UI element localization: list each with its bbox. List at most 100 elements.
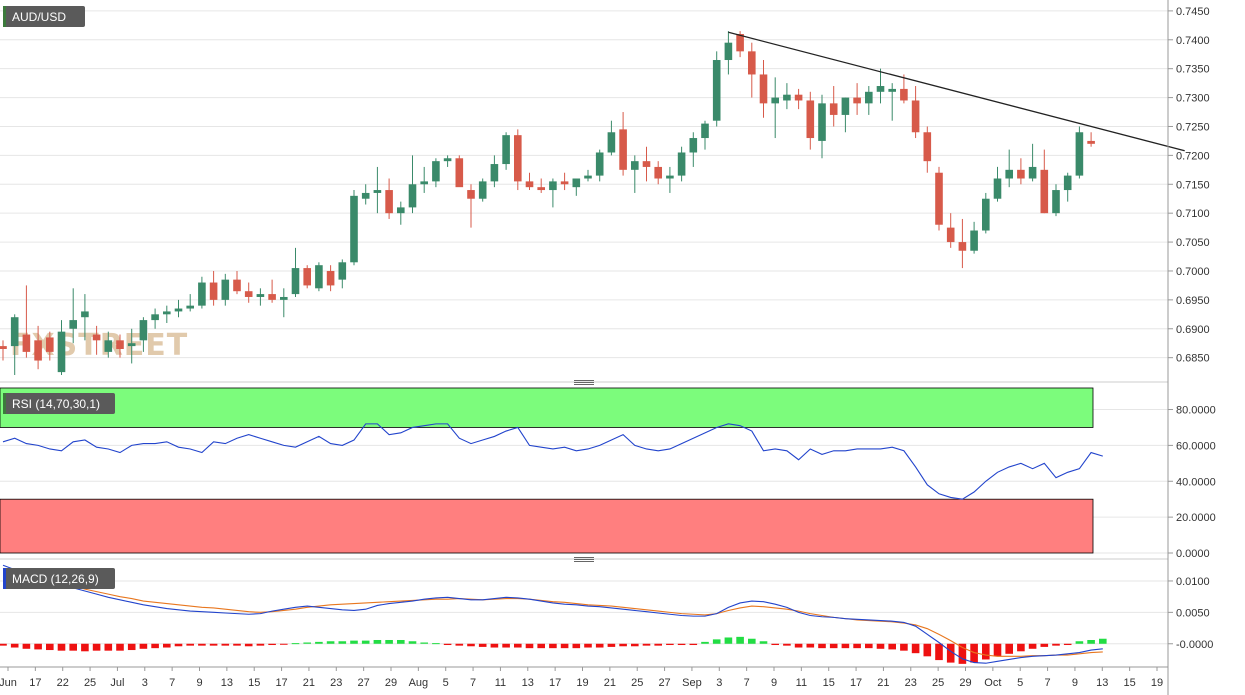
x-tick-label: 11 bbox=[495, 677, 506, 689]
macd-histogram-bar bbox=[139, 643, 148, 649]
price-tick-label: 0.7000 bbox=[1176, 266, 1210, 278]
pane-divider-2[interactable] bbox=[0, 557, 1168, 562]
macd-histogram-bar bbox=[221, 643, 230, 646]
price-tick-label: 0.7350 bbox=[1176, 64, 1210, 76]
candle-body bbox=[127, 343, 136, 347]
candle-body bbox=[701, 123, 709, 139]
x-tick-label: 15 bbox=[823, 677, 835, 689]
candle bbox=[268, 279, 276, 303]
macd-histogram-bar bbox=[619, 643, 627, 647]
candle bbox=[244, 282, 253, 303]
price-tick-label: 0.7100 bbox=[1176, 208, 1210, 220]
candle-body bbox=[1075, 132, 1084, 176]
candle-body bbox=[923, 132, 932, 162]
macd-histogram-bar bbox=[373, 639, 382, 644]
macd-histogram-bar bbox=[701, 641, 709, 644]
macd-histogram-bar bbox=[607, 643, 616, 647]
candle bbox=[595, 149, 604, 182]
candle bbox=[619, 112, 627, 176]
candle bbox=[151, 308, 159, 329]
candle bbox=[654, 161, 662, 185]
macd-histogram-bar bbox=[385, 639, 393, 644]
candle bbox=[911, 86, 920, 139]
rsi-title-badge: RSI (14,70,30,1) bbox=[3, 393, 115, 414]
candle-body bbox=[57, 331, 66, 373]
candle-body bbox=[151, 314, 159, 321]
rsi-overbought-zone bbox=[0, 387, 1094, 428]
macd-histogram-bar bbox=[81, 643, 89, 652]
x-axis: Jun 17 22 25 Jul 3 7 9 13 15 17 21 23 27 29 Aug 5 7 11 13 17… bbox=[0, 667, 1163, 689]
macd-histogram-bar bbox=[935, 643, 943, 661]
candle bbox=[385, 178, 393, 219]
candle-body bbox=[163, 311, 171, 315]
candle-body bbox=[1087, 140, 1095, 144]
x-tick-label: 17 bbox=[549, 677, 561, 689]
pane-divider-1[interactable] bbox=[0, 380, 1168, 385]
candle bbox=[946, 213, 955, 248]
macd-histogram-bar bbox=[315, 641, 323, 644]
candle-body bbox=[467, 190, 475, 199]
macd-histogram-bar bbox=[514, 643, 522, 648]
macd-histogram-bar bbox=[689, 643, 698, 646]
candle bbox=[455, 155, 464, 188]
candle bbox=[233, 270, 241, 295]
candle bbox=[759, 60, 768, 118]
candle bbox=[478, 178, 487, 202]
candle-body bbox=[572, 178, 581, 188]
candle-body bbox=[595, 152, 604, 176]
candle bbox=[139, 317, 148, 352]
macd-histogram-bar bbox=[724, 637, 733, 644]
candle bbox=[1087, 132, 1095, 147]
macd-histogram-bar bbox=[0, 643, 7, 646]
macd-histogram-bar bbox=[666, 643, 674, 646]
price-tick-label: 0.6950 bbox=[1176, 295, 1210, 307]
candle-body bbox=[408, 184, 417, 208]
macd-histogram-bar bbox=[1028, 643, 1037, 649]
candle-body bbox=[584, 175, 592, 179]
candle bbox=[198, 276, 206, 309]
candle bbox=[1040, 149, 1049, 214]
x-tick-label: 13 bbox=[1096, 677, 1108, 689]
candle bbox=[490, 155, 499, 188]
x-tick-label: 7 bbox=[1045, 677, 1051, 689]
macd-histogram-bar bbox=[350, 640, 358, 644]
candle bbox=[829, 86, 838, 127]
candle bbox=[677, 146, 686, 182]
macd-histogram-bar bbox=[712, 639, 721, 644]
macd-histogram-bar bbox=[127, 643, 136, 651]
candle-body bbox=[280, 296, 288, 300]
macd-histogram-bar bbox=[69, 643, 77, 651]
candle bbox=[209, 270, 218, 306]
candle-body bbox=[970, 230, 978, 251]
candle bbox=[549, 178, 557, 208]
macd-histogram-bar bbox=[502, 643, 510, 648]
macd-histogram-bar bbox=[186, 643, 194, 646]
macd-histogram-bar bbox=[326, 641, 335, 644]
candle bbox=[291, 247, 300, 297]
rsi-tick-label: 20.0000 bbox=[1176, 512, 1216, 524]
candle bbox=[256, 288, 265, 306]
macd-histogram-bar bbox=[595, 643, 604, 648]
candle bbox=[993, 166, 1002, 202]
macd-histogram-bar bbox=[303, 642, 311, 644]
macd-y-axis: 0.0100 0.0050 -0.0000 bbox=[1168, 576, 1213, 651]
macd-histogram-bar bbox=[900, 643, 908, 651]
price-title: AUD/USD bbox=[12, 10, 66, 24]
candle-body bbox=[385, 190, 393, 214]
macd-line bbox=[2, 564, 1103, 664]
candle-body bbox=[982, 198, 990, 231]
candle-body bbox=[34, 340, 42, 361]
candle-body bbox=[1028, 166, 1037, 179]
candle-body bbox=[174, 308, 183, 312]
macd-histogram-bar bbox=[654, 643, 662, 646]
candle bbox=[748, 42, 756, 98]
candle-body bbox=[256, 294, 265, 297]
candle-body bbox=[361, 192, 370, 199]
x-tick-label: 17 bbox=[275, 677, 287, 689]
macd-histogram-bar bbox=[22, 643, 31, 649]
price-grid bbox=[0, 10, 1168, 359]
macd-pane: 0.0100 0.0050 -0.0000 MACD (12,26,9) bbox=[0, 564, 1213, 664]
candle-body bbox=[209, 282, 218, 300]
candle bbox=[525, 172, 534, 191]
